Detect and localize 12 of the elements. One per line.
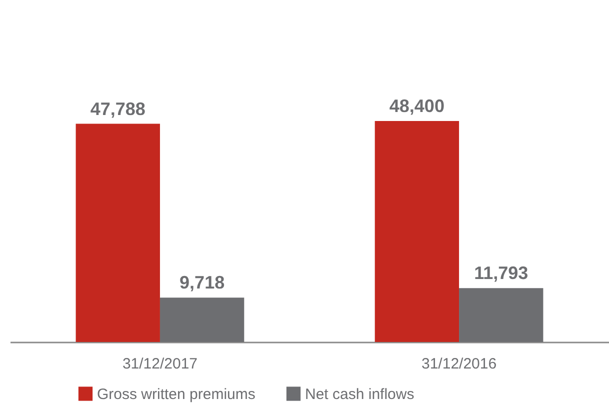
- data-label: 11,793: [474, 263, 528, 284]
- bar: [160, 298, 244, 342]
- data-label: 48,400: [389, 96, 444, 116]
- legend-label: Net cash inflows: [305, 386, 414, 403]
- bar: [374, 121, 460, 342]
- x-tick-label: 31/12/2016: [421, 356, 497, 372]
- x-tick-label: 31/12/2017: [122, 356, 198, 372]
- bar: [76, 124, 160, 342]
- data-label: 9,718: [180, 272, 225, 293]
- legend-label: Gross written premiums: [97, 386, 256, 403]
- data-label: 47,788: [90, 98, 146, 119]
- bar: [459, 288, 544, 342]
